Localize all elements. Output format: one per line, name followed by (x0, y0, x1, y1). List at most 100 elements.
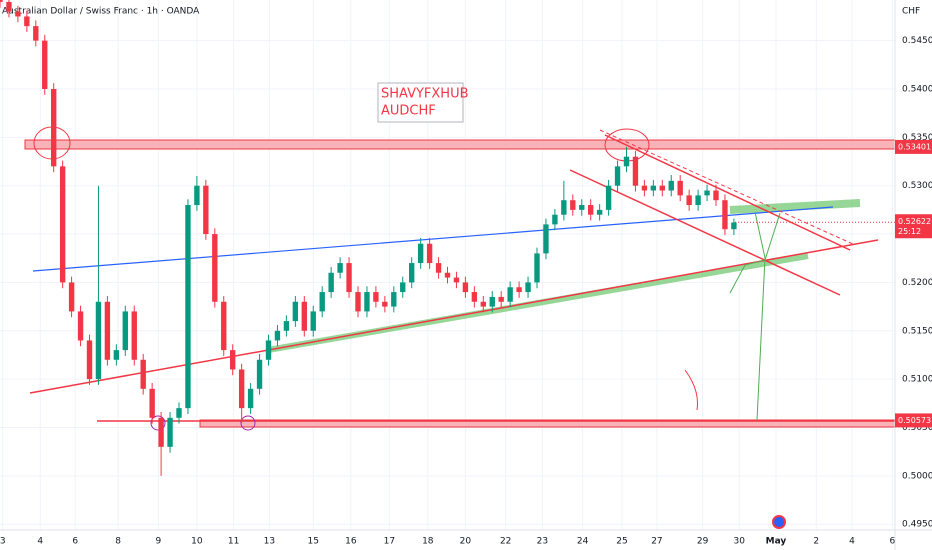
note-box (377, 82, 464, 123)
candle-body (6, 1, 12, 12)
candle-body (444, 272, 451, 278)
candle-body (113, 350, 120, 360)
candle-body (33, 26, 39, 41)
candle-body (579, 205, 585, 210)
x-tick-label: 16 (345, 537, 357, 547)
x-tick-label: 30 (734, 537, 746, 547)
x-tick-label: 10 (191, 537, 203, 547)
x-tick-label: 11 (228, 537, 239, 547)
x-tick-label: May (766, 537, 787, 547)
x-tick-label: 25 (616, 537, 627, 547)
candle-body (498, 296, 504, 302)
x-tick-label: 27 (651, 537, 662, 547)
candle-body (462, 282, 469, 293)
candle-body (42, 40, 48, 89)
candle-body (364, 292, 370, 312)
candle-body (230, 350, 236, 370)
candle-body (301, 301, 307, 331)
channel-line (599, 129, 856, 246)
candle-body (480, 301, 486, 307)
x-tick-label: 24 (577, 537, 589, 547)
candle-body (668, 180, 674, 191)
candle-body (256, 359, 263, 389)
candle-body (77, 311, 84, 341)
candle-body (516, 287, 522, 293)
resistance-zone (24, 139, 896, 150)
x-tick-label: 29 (697, 537, 709, 547)
candle-body (686, 195, 692, 206)
candle-body (525, 282, 531, 293)
chart-title: Australian Dollar / Swiss Franc · 1h · O… (2, 7, 200, 17)
candle-body (122, 311, 128, 351)
candle-body (238, 369, 245, 409)
candle-body (704, 190, 710, 196)
candle-body (623, 156, 630, 167)
candle-body (131, 311, 137, 360)
x-tick-label: 3 (0, 537, 6, 547)
trend-line (29, 239, 879, 394)
candle-body (471, 292, 478, 302)
price-tag (895, 413, 932, 428)
x-tick-label: 6 (889, 537, 895, 547)
channel-line (569, 169, 841, 296)
candle-body (247, 388, 254, 409)
channel-line (604, 134, 851, 251)
candle-body (534, 253, 540, 283)
trend-line (32, 206, 834, 272)
candle-body (570, 200, 576, 210)
candle-body (435, 263, 442, 273)
candle-body (176, 408, 182, 418)
projection (754, 211, 766, 421)
candle-body (51, 88, 57, 167)
candle-body (409, 263, 415, 283)
candle-body (0, 0, 3, 2)
target-band (729, 199, 861, 214)
candle-body (274, 330, 281, 341)
candle-body (265, 340, 272, 360)
candle-body (507, 287, 513, 302)
price-tag (895, 139, 932, 154)
note-text: AUDCHF (381, 104, 436, 119)
candle-body (203, 185, 209, 235)
candle-body (212, 234, 218, 302)
x-tick-label: 2 (813, 537, 819, 547)
candle-body (543, 224, 549, 254)
candle-body (677, 180, 683, 196)
highlight-circle (150, 415, 166, 431)
grid (0, 0, 895, 530)
candle-body (221, 301, 227, 351)
candle-body (722, 200, 728, 230)
candle-body (104, 301, 111, 360)
candle-body (695, 195, 701, 206)
candle-body (400, 282, 406, 293)
note-text: SHAVYFXHUB (381, 87, 469, 102)
candle-body (489, 296, 495, 307)
candle-body (167, 417, 173, 447)
currency: CHF (902, 7, 920, 17)
highlight-circle (240, 415, 256, 431)
x-tick-label: 17 (384, 537, 395, 547)
price-tag-label: 0.53401 (898, 142, 931, 151)
candle-body (426, 243, 433, 264)
candle-body (319, 292, 325, 312)
event-icon[interactable] (772, 515, 786, 529)
price-tag-label: 0.50573 (898, 416, 931, 425)
y-tick-label: 0.49500 (902, 520, 932, 530)
arrow (684, 369, 698, 411)
candle-body (382, 301, 388, 307)
candle-body (453, 277, 460, 283)
candle-body (632, 156, 639, 186)
candle-body (391, 292, 397, 307)
x-tick-label: 9 (156, 537, 162, 547)
price-tag (895, 214, 932, 239)
candle-body (596, 209, 603, 215)
